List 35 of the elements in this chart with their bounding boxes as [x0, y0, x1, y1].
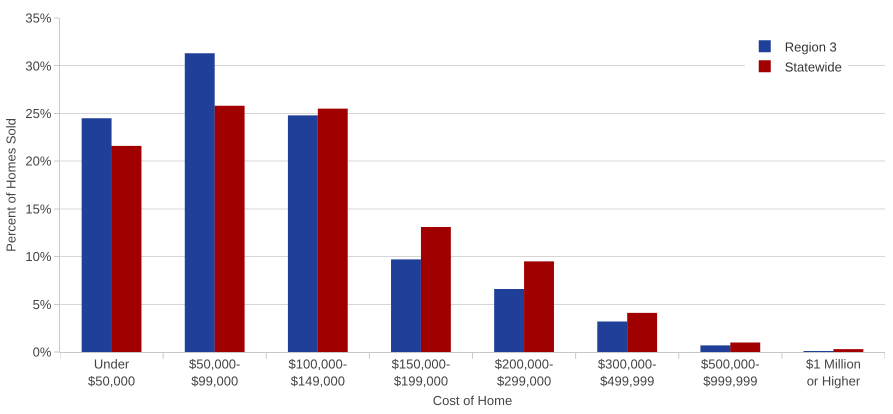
y-tick-label: 35%	[25, 10, 52, 26]
legend-label: Statewide	[784, 59, 842, 74]
y-tick-label: 30%	[25, 58, 52, 74]
bar	[214, 106, 245, 352]
y-tick-label: 5%	[32, 296, 52, 312]
x-tick-label: Under $50,000	[88, 356, 136, 388]
bar	[420, 226, 451, 352]
x-tick-label: $300,000- $499,999	[598, 356, 656, 388]
bar	[833, 349, 864, 352]
bar	[318, 108, 348, 352]
y-tick-label: 20%	[25, 154, 52, 169]
x-tick-label: $150,000- $199,000	[392, 356, 450, 388]
bar	[597, 321, 628, 352]
y-tick-label: 15%	[25, 201, 52, 216]
x-tick-label: $100,000- $149,000	[288, 356, 348, 388]
bar	[730, 342, 760, 352]
x-axis-title: Cost of Home	[432, 393, 512, 408]
x-tick-label: $500,000- $999,999	[701, 356, 760, 388]
legend-label: Region 3	[784, 39, 837, 54]
y-tick-label: 0%	[32, 344, 52, 360]
y-tick-label: 10%	[25, 249, 52, 264]
bar	[700, 345, 730, 352]
bar	[524, 261, 554, 352]
x-tick-label: $1 Million or Higher	[806, 356, 861, 388]
x-tick-label: $200,000- $299,000	[494, 356, 554, 388]
bar	[494, 289, 524, 352]
y-tick-label: 25%	[25, 106, 52, 121]
bar	[391, 259, 421, 352]
x-tick-label: $50,000- $99,000	[189, 356, 240, 388]
bar	[627, 312, 658, 352]
bar	[112, 146, 142, 352]
bar	[82, 118, 112, 352]
y-axis-title: Percent of Homes Sold	[3, 118, 18, 252]
bar	[288, 115, 318, 352]
bar	[184, 53, 215, 352]
